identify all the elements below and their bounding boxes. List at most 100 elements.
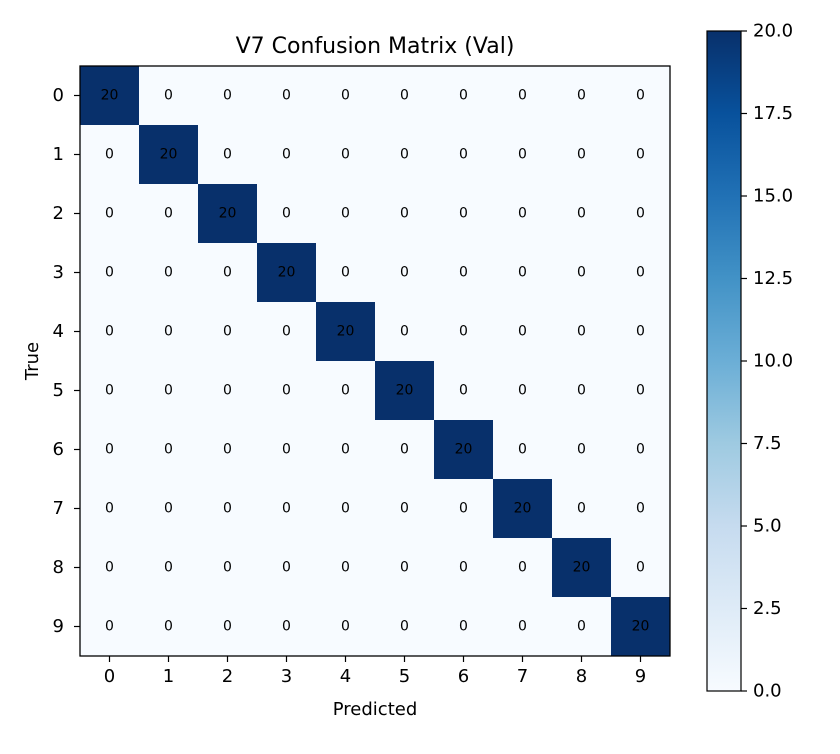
- cell-value-9-3: 0: [282, 619, 291, 635]
- cell-value-8-3: 0: [282, 560, 291, 576]
- x-tick-label: 8: [576, 666, 587, 687]
- colorbar-tick-label: 5.0: [753, 516, 782, 537]
- cell-value-0-4: 0: [341, 88, 350, 104]
- heatmap-cell-3-0: [80, 243, 140, 303]
- heatmap-cell-9-7: [493, 597, 553, 657]
- cell-value-7-9: 0: [636, 501, 645, 517]
- x-tick-label: 6: [458, 666, 469, 687]
- cell-value-2-0: 0: [105, 206, 114, 222]
- x-tick-label: 4: [340, 666, 351, 687]
- heatmap-cell-8-8: [552, 538, 612, 598]
- cell-value-2-5: 0: [400, 206, 409, 222]
- cell-value-9-5: 0: [400, 619, 409, 635]
- cell-value-1-8: 0: [577, 147, 586, 163]
- heatmap-cell-8-9: [611, 538, 671, 598]
- heatmap-cell-1-8: [552, 125, 612, 185]
- cell-value-9-7: 0: [518, 619, 527, 635]
- y-tick-label: 9: [53, 616, 64, 637]
- heatmap-cell-0-2: [198, 66, 258, 126]
- heatmap-cell-1-7: [493, 125, 553, 185]
- cell-value-5-4: 0: [341, 383, 350, 399]
- heatmap-cell-9-6: [434, 597, 494, 657]
- heatmap-cell-7-6: [434, 479, 494, 539]
- cell-value-0-3: 0: [282, 88, 291, 104]
- heatmap-cell-1-0: [80, 125, 140, 185]
- heatmap-cell-1-9: [611, 125, 671, 185]
- heatmap-cell-8-2: [198, 538, 258, 598]
- heatmap-cell-4-8: [552, 302, 612, 362]
- x-tick-label: 5: [399, 666, 410, 687]
- colorbar-tick-label: 0.0: [753, 681, 782, 702]
- heatmap-cell-2-0: [80, 184, 140, 244]
- heatmap-cell-0-6: [434, 66, 494, 126]
- heatmap-cell-7-4: [316, 479, 376, 539]
- y-tick-label: 4: [53, 321, 64, 342]
- heatmap-cell-1-3: [257, 125, 317, 185]
- y-tick-label: 5: [53, 380, 64, 401]
- heatmap-cell-0-3: [257, 66, 317, 126]
- cell-value-0-5: 0: [400, 88, 409, 104]
- heatmap-cell-0-7: [493, 66, 553, 126]
- cell-value-5-7: 0: [518, 383, 527, 399]
- plot-frame: [79, 65, 671, 657]
- heatmap-cell-7-9: [611, 479, 671, 539]
- heatmap-cell-9-4: [316, 597, 376, 657]
- cell-value-7-4: 0: [341, 501, 350, 517]
- colorbar-ticks: 0.0 2.5 5.0 7.5 10.0 12.5 15.0 17.5 20.0: [741, 21, 793, 702]
- cell-value-3-7: 0: [518, 265, 527, 281]
- heatmap-cell-7-0: [80, 479, 140, 539]
- cell-value-3-4: 0: [341, 265, 350, 281]
- heatmap-cell-2-7: [493, 184, 553, 244]
- cell-value-0-1: 0: [164, 88, 173, 104]
- heatmap-cell-8-1: [139, 538, 199, 598]
- y-tick-label: 7: [53, 498, 64, 519]
- x-tick-label: 7: [517, 666, 528, 687]
- cell-value-3-0: 0: [105, 265, 114, 281]
- cell-value-6-9: 0: [636, 442, 645, 458]
- cell-value-9-0: 0: [105, 619, 114, 635]
- heatmap-cell-5-6: [434, 361, 494, 421]
- heatmap-cell-3-3: [257, 243, 317, 303]
- cell-value-3-9: 0: [636, 265, 645, 281]
- cell-value-5-8: 0: [577, 383, 586, 399]
- cell-value-6-0: 0: [105, 442, 114, 458]
- heatmap-cell-9-9: [611, 597, 671, 657]
- heatmap-cell-5-8: [552, 361, 612, 421]
- heatmap-cell-5-1: [139, 361, 199, 421]
- chart-title: V7 Confusion Matrix (Val): [236, 34, 515, 59]
- cell-value-6-6: 20: [455, 442, 473, 458]
- cell-value-4-4: 20: [337, 324, 355, 340]
- heatmap-cell-6-9: [611, 420, 671, 480]
- cell-value-7-3: 0: [282, 501, 291, 517]
- cell-value-0-7: 0: [518, 88, 527, 104]
- cell-value-5-2: 0: [223, 383, 232, 399]
- heatmap-cell-1-6: [434, 125, 494, 185]
- cell-value-4-7: 0: [518, 324, 527, 340]
- heatmap-cell-5-9: [611, 361, 671, 421]
- cell-value-7-0: 0: [105, 501, 114, 517]
- heatmap-cell-labels: 20 0 0 0 0 0 0 0 0 0 0 20 0 0 0 0 0 0 0 0 0 0 20 0 0 0 0 0 0 0 0 0 0 20 0 0…: [101, 88, 650, 635]
- cell-value-6-3: 0: [282, 442, 291, 458]
- cell-value-8-0: 0: [105, 560, 114, 576]
- cell-value-1-7: 0: [518, 147, 527, 163]
- cell-value-8-2: 0: [223, 560, 232, 576]
- heatmap-cell-3-9: [611, 243, 671, 303]
- cell-value-2-1: 0: [164, 206, 173, 222]
- y-axis-ticks: 0 1 2 3 4 5 6 7 8 9: [53, 85, 80, 637]
- heatmap-cell-5-5: [375, 361, 435, 421]
- cell-value-2-9: 0: [636, 206, 645, 222]
- cell-value-5-0: 0: [105, 383, 114, 399]
- cell-value-8-4: 0: [341, 560, 350, 576]
- cell-value-5-5: 20: [396, 383, 414, 399]
- cell-value-3-6: 0: [459, 265, 468, 281]
- heatmap-cell-3-4: [316, 243, 376, 303]
- heatmap-cell-4-1: [139, 302, 199, 362]
- cell-value-8-9: 0: [636, 560, 645, 576]
- heatmap-cell-8-7: [493, 538, 553, 598]
- cell-value-5-3: 0: [282, 383, 291, 399]
- heatmap-cell-0-1: [139, 66, 199, 126]
- heatmap-cell-0-4: [316, 66, 376, 126]
- heatmap-cell-8-6: [434, 538, 494, 598]
- cell-value-4-6: 0: [459, 324, 468, 340]
